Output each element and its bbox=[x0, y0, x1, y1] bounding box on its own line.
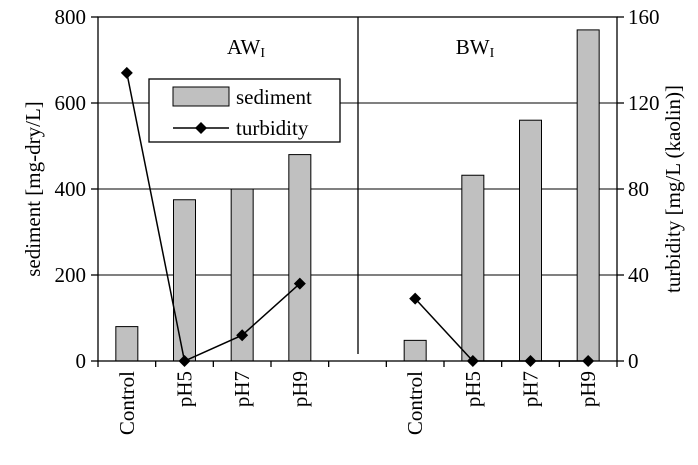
x-axis-ticks: Control pH5 pH7 pH9 Control pH5 pH7 pH9 bbox=[97, 361, 618, 435]
x-category-label: pH7 bbox=[519, 371, 543, 407]
left-tick-label: 200 bbox=[55, 263, 87, 287]
sediment-bar bbox=[403, 339, 427, 362]
x-category-label: pH7 bbox=[230, 371, 254, 407]
left-tick-label: 600 bbox=[55, 91, 87, 115]
right-tick-label: 80 bbox=[628, 177, 649, 201]
legend-swatch-sediment bbox=[172, 86, 230, 107]
sediment-bar bbox=[576, 29, 600, 362]
right-tick-label: 120 bbox=[628, 91, 660, 115]
x-category-label: pH5 bbox=[173, 371, 197, 407]
sediment-bar bbox=[519, 119, 542, 362]
panel-label-bw: BWI bbox=[456, 35, 495, 61]
left-axis-label: sediment [mg-dry/L] bbox=[21, 101, 45, 277]
sediment-bar bbox=[115, 326, 139, 362]
left-tick-label: 800 bbox=[55, 5, 87, 29]
x-category-label: Control bbox=[115, 371, 139, 435]
left-tick-label: 0 bbox=[76, 349, 87, 373]
turbidity-line bbox=[414, 298, 589, 362]
x-category-label: pH9 bbox=[288, 371, 312, 407]
sediment-bars bbox=[115, 29, 600, 362]
right-axis-ticks: 0 40 80 120 160 bbox=[617, 5, 660, 373]
turbidity-marker bbox=[466, 355, 479, 367]
sediment-bar bbox=[288, 154, 312, 362]
turbidity-marker bbox=[409, 292, 422, 305]
turbidity-marker bbox=[524, 355, 537, 367]
right-tick-label: 40 bbox=[628, 263, 649, 287]
legend-label-turbidity: turbidity bbox=[236, 116, 309, 140]
right-tick-label: 160 bbox=[628, 5, 660, 29]
legend: sediment turbidity bbox=[148, 78, 341, 143]
turbidity-marker bbox=[236, 329, 249, 342]
panel-label-subscript: I bbox=[260, 46, 265, 61]
turbidity-marker bbox=[582, 355, 595, 367]
x-category-label: pH9 bbox=[576, 371, 600, 407]
panel-label-aw: AWI bbox=[227, 35, 265, 61]
turbidity-marker bbox=[293, 277, 306, 290]
sediment-bar bbox=[173, 199, 196, 362]
turbidity-line bbox=[126, 72, 301, 363]
right-tick-label: 0 bbox=[628, 349, 639, 373]
turbidity-marker bbox=[120, 66, 133, 79]
x-category-label: pH5 bbox=[461, 371, 485, 407]
legend-label-sediment: sediment bbox=[236, 85, 312, 109]
legend-marker-turbidity bbox=[195, 122, 207, 134]
right-axis-label: turbidity [mg/L (kaolin)] bbox=[661, 85, 685, 293]
left-tick-label: 400 bbox=[55, 177, 87, 201]
turbidity-marker bbox=[178, 355, 191, 367]
x-category-label: Control bbox=[403, 371, 427, 435]
panel-label-subscript: I bbox=[490, 46, 495, 61]
left-axis-ticks: 0 200 400 600 800 bbox=[55, 5, 98, 373]
sediment-bar bbox=[461, 174, 485, 362]
